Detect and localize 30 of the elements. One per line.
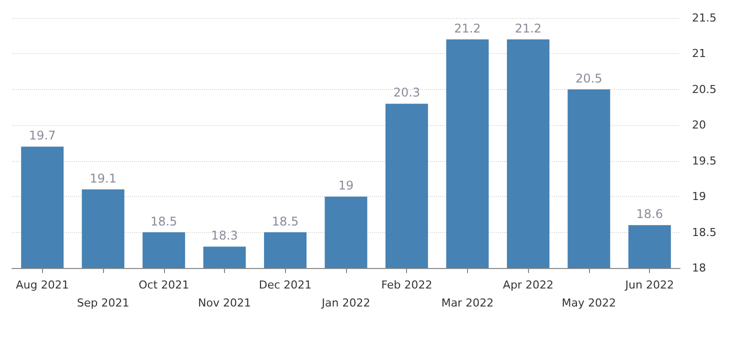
x-tick-label: Nov 2021 [198,296,252,310]
y-tick-label: 19 [692,190,706,204]
y-tick-label: 19.5 [692,154,716,168]
x-tick-label: Feb 2022 [381,278,432,292]
x-tick-label: Aug 2021 [16,278,69,292]
data-label: 18.5 [150,214,178,228]
x-tick-label: Oct 2021 [138,278,190,292]
data-label: 19.1 [90,171,116,186]
x-tick-label: Apr 2022 [502,278,554,292]
y-tick-label: 21 [692,47,706,60]
data-label: 18.5 [272,214,299,228]
data-label: 19.7 [29,128,56,143]
x-tick-label: Sep 2021 [76,296,130,310]
y-tick-label: 20 [692,118,706,132]
y-tick-label: 21.5 [692,12,716,24]
data-label: 18.3 [211,228,238,243]
data-label: 19 [338,178,354,193]
data-label: 20.3 [393,86,420,100]
data-label: 21.2 [454,21,481,36]
y-tick-label: 18.5 [692,226,716,239]
data-label: 18.6 [636,207,663,222]
data-label: 20.5 [576,71,602,86]
x-tick-label: Dec 2021 [258,278,312,292]
x-tick-label: Jan 2022 [320,296,370,310]
x-tick-label: Jun 2022 [624,278,674,292]
data-label: 21.2 [514,21,542,36]
x-tick-label: May 2022 [562,296,616,310]
x-tick-label: Mar 2022 [441,296,494,310]
y-tick-label: 20.5 [692,82,716,96]
y-tick-label: 18 [692,262,706,274]
